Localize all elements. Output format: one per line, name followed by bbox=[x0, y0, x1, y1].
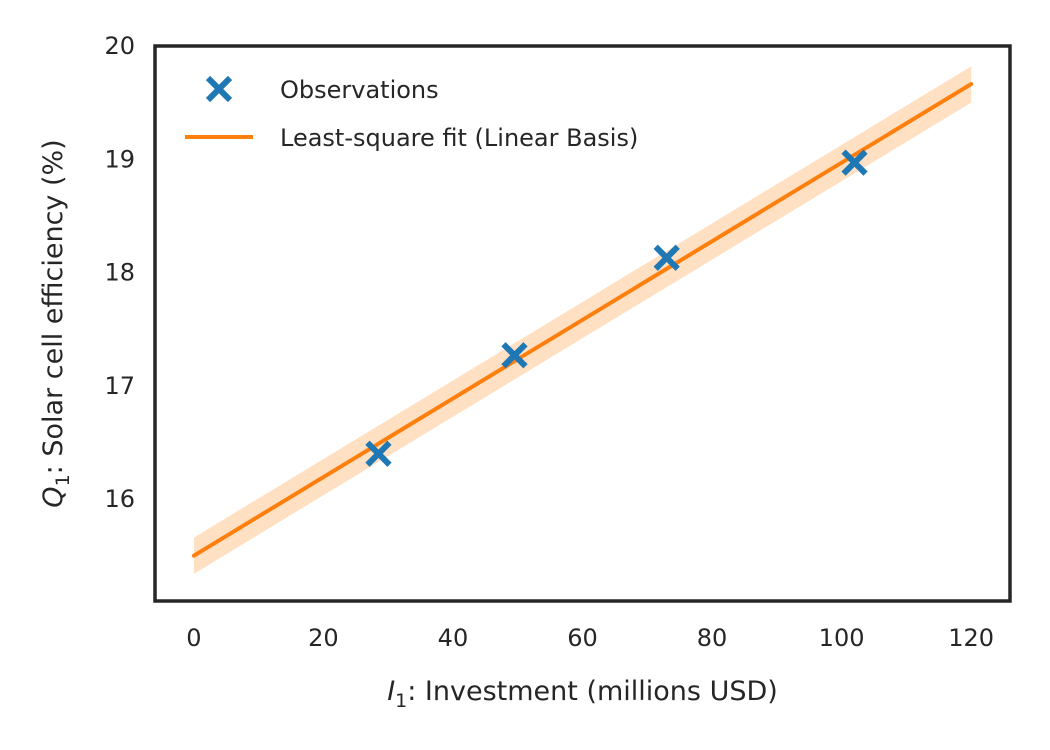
legend-label-fit: Least-square fit (Linear Basis) bbox=[280, 124, 638, 152]
legend-x-marker bbox=[205, 75, 233, 103]
x-tick-label: 120 bbox=[948, 624, 994, 652]
fit-line bbox=[191, 82, 974, 558]
plot-frame bbox=[153, 44, 1012, 603]
y-tick-label: 20 bbox=[104, 32, 135, 60]
x-tick-label: 60 bbox=[567, 624, 598, 652]
observation-marker bbox=[653, 244, 680, 271]
legend: Observations Least-square fit (Linear Ba… bbox=[185, 75, 638, 152]
marker-stroke bbox=[205, 75, 233, 103]
y-axis-label-var: Q bbox=[38, 486, 69, 507]
x-tick-label: 80 bbox=[697, 624, 728, 652]
observation-marker-layer bbox=[365, 149, 868, 467]
marker-stroke bbox=[841, 149, 868, 176]
observation-marker bbox=[841, 149, 868, 176]
observation-marker bbox=[501, 342, 528, 369]
marker-stroke bbox=[501, 342, 528, 369]
y-tick-label: 17 bbox=[104, 372, 135, 400]
marker-stroke bbox=[653, 244, 680, 271]
x-tick-label: 100 bbox=[819, 624, 865, 652]
y-axis-label: Q1: Solar cell efficiency (%) bbox=[38, 139, 74, 507]
y-tick-label: 18 bbox=[104, 259, 135, 287]
x-tick-label: 40 bbox=[438, 624, 469, 652]
x-axis-label-var: I bbox=[387, 676, 395, 707]
y-axis-label-sub: 1 bbox=[52, 474, 74, 486]
y-axis-label-text: : Solar cell efficiency (%) bbox=[38, 139, 69, 474]
observation-marker bbox=[365, 440, 392, 467]
x-tick-labels: 0 20 40 60 80 100 120 bbox=[186, 624, 994, 652]
x-axis-label-text: : Investment (millions USD) bbox=[407, 676, 778, 707]
fit-line-layer bbox=[191, 82, 974, 558]
x-tick-label: 20 bbox=[308, 624, 339, 652]
y-tick-label: 19 bbox=[104, 145, 135, 173]
y-tick-labels: 16 17 18 19 20 bbox=[104, 32, 135, 513]
marker-stroke bbox=[365, 440, 392, 467]
legend-marker-observations bbox=[205, 75, 233, 103]
x-tick-label: 0 bbox=[186, 624, 201, 652]
x-axis-label-sub: 1 bbox=[395, 690, 407, 712]
y-tick-label: 16 bbox=[104, 485, 135, 513]
legend-label-observations: Observations bbox=[280, 76, 439, 104]
x-axis-label: I1: Investment (millions USD) bbox=[387, 676, 778, 712]
